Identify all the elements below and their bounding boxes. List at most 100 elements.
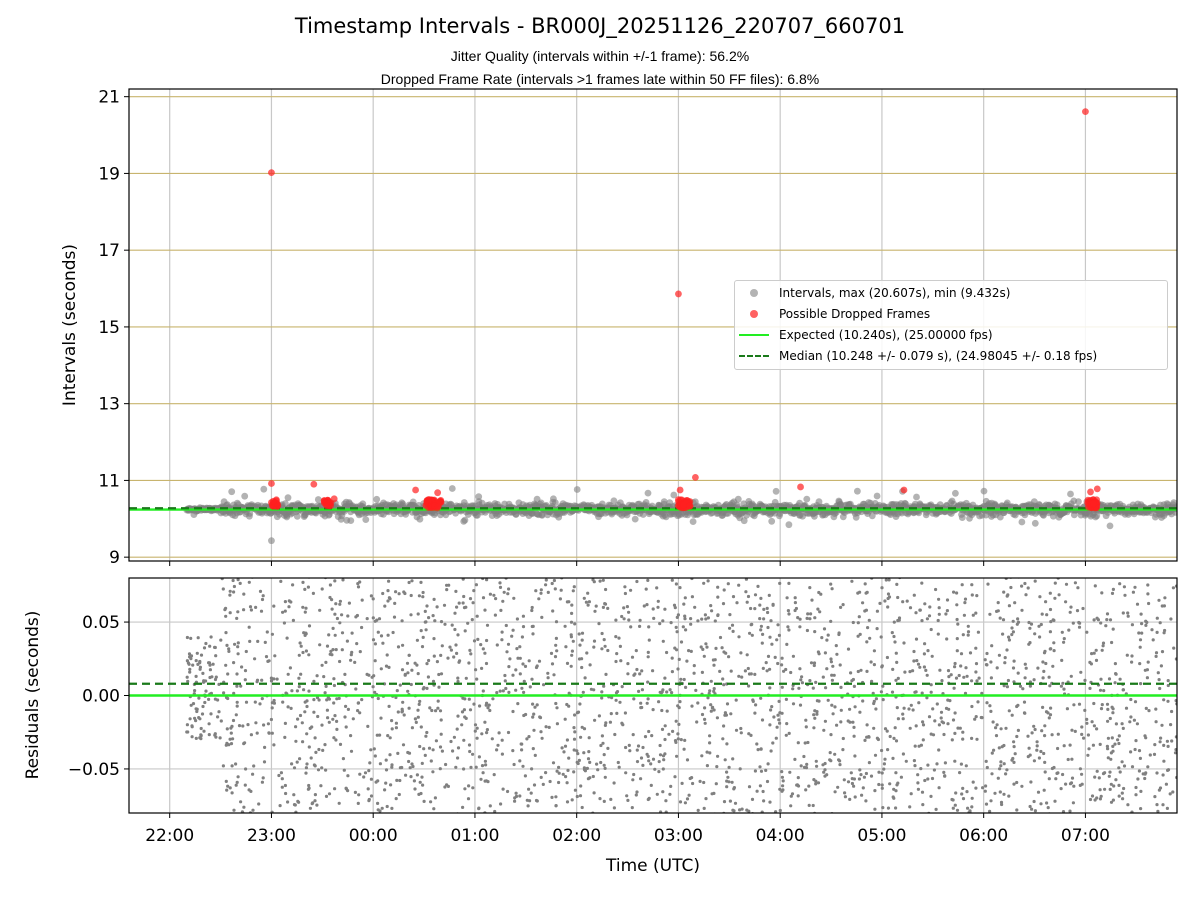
residual-point	[702, 654, 706, 658]
residual-point	[492, 593, 496, 597]
residual-point	[563, 717, 567, 721]
residual-point	[500, 638, 504, 642]
residual-point	[557, 771, 561, 775]
residual-point	[555, 706, 559, 710]
residual-point	[394, 726, 398, 730]
residual-point	[685, 659, 689, 663]
residual-point	[659, 691, 664, 695]
residual-point	[565, 702, 569, 707]
residual-point	[284, 691, 288, 695]
residual-point	[365, 672, 369, 677]
residual-point	[1097, 776, 1101, 780]
residual-point	[861, 786, 865, 790]
residual-point	[293, 803, 297, 807]
residual-point	[726, 582, 730, 586]
residual-point	[702, 581, 706, 585]
residual-point	[909, 792, 913, 796]
residual-point	[951, 718, 956, 722]
residual-point	[646, 655, 650, 659]
residual-point	[503, 679, 507, 683]
residual-point	[332, 736, 336, 740]
residual-point	[303, 710, 307, 714]
residual-point	[291, 618, 295, 623]
dropped-frame-points	[268, 108, 1101, 512]
residual-point	[351, 717, 355, 721]
residual-point	[980, 691, 984, 695]
residual-point	[799, 764, 803, 768]
residual-point	[527, 735, 531, 739]
residual-point	[520, 748, 524, 752]
residual-point	[475, 677, 479, 681]
residual-point	[639, 756, 644, 760]
residual-point	[1090, 652, 1094, 656]
residual-point	[409, 593, 413, 598]
residual-point	[833, 705, 837, 709]
residual-point	[1068, 782, 1073, 786]
residual-point	[550, 662, 555, 666]
residual-point	[955, 603, 959, 607]
residual-point	[427, 746, 432, 750]
residual-point	[549, 651, 554, 656]
residual-point	[261, 776, 265, 780]
residual-point	[1095, 727, 1099, 731]
residual-point	[984, 759, 988, 764]
residual-point	[602, 763, 606, 767]
residual-point	[1156, 671, 1160, 675]
residual-point	[427, 658, 431, 663]
residual-point	[858, 710, 862, 714]
residual-point	[877, 782, 881, 787]
residual-point	[235, 672, 239, 676]
residual-point	[509, 567, 512, 570]
residual-point	[1133, 818, 1136, 821]
residual-point	[945, 609, 950, 613]
residual-point	[908, 726, 912, 730]
residual-point	[986, 573, 989, 576]
residual-point	[785, 722, 789, 726]
residual-point	[852, 734, 856, 738]
residual-point	[218, 736, 222, 740]
residual-point	[1093, 584, 1097, 588]
residual-point	[762, 617, 766, 621]
residual-point	[609, 712, 613, 716]
residual-point	[235, 684, 239, 688]
residual-point	[1173, 751, 1177, 755]
residual-point	[538, 715, 542, 719]
residual-point	[260, 678, 264, 682]
interval-point	[246, 510, 254, 517]
residual-point	[1039, 749, 1043, 754]
residual-point	[780, 775, 785, 779]
residual-point	[546, 590, 550, 595]
residual-point	[1023, 676, 1027, 680]
residual-point	[283, 783, 287, 788]
residual-point	[895, 582, 899, 587]
residual-point	[859, 668, 863, 672]
residual-point	[684, 628, 688, 632]
residual-point	[812, 726, 816, 730]
residual-point	[635, 790, 639, 794]
residual-point	[194, 736, 198, 741]
residual-point	[600, 631, 604, 636]
residual-point	[1165, 739, 1169, 743]
residual-point	[1057, 818, 1060, 821]
residual-point	[438, 767, 442, 771]
residual-point	[297, 676, 301, 680]
residual-point	[937, 748, 941, 752]
residual-point	[698, 779, 702, 784]
residual-point	[1012, 680, 1016, 684]
residual-point	[425, 686, 429, 691]
residual-point	[887, 595, 892, 599]
residual-point	[714, 646, 718, 651]
residual-point	[996, 609, 1000, 613]
residual-point	[546, 671, 550, 675]
residual-point	[1005, 768, 1009, 772]
x-tick-label: 05:00	[857, 826, 906, 846]
residual-point	[612, 806, 617, 810]
residual-point	[936, 618, 940, 623]
residual-point	[715, 765, 719, 769]
residual-point	[912, 649, 916, 654]
residual-point	[1002, 792, 1006, 796]
residual-point	[1004, 772, 1008, 776]
residual-point	[1121, 726, 1125, 731]
residual-point	[473, 729, 477, 733]
residual-point	[397, 792, 401, 797]
